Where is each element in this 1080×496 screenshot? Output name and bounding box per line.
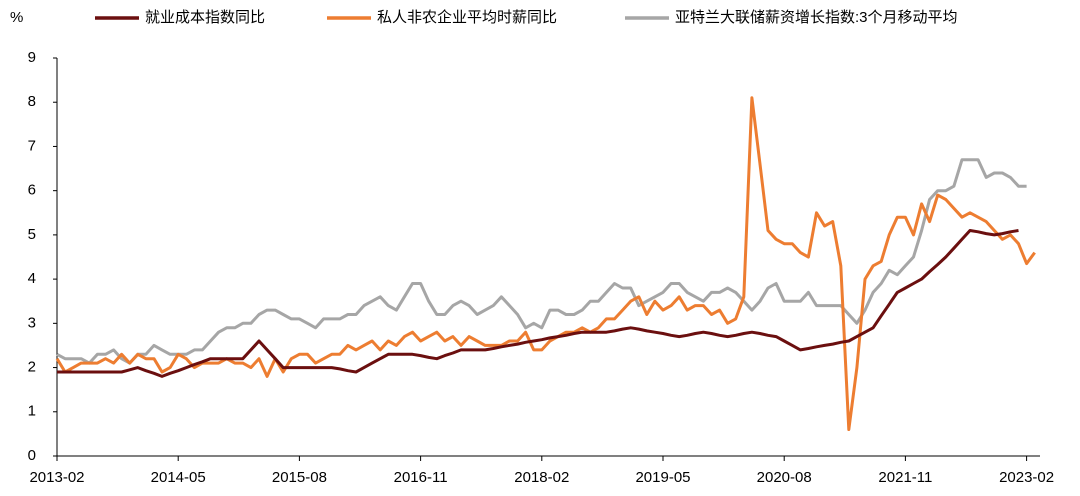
x-tick-label: 2013-02 — [29, 469, 84, 486]
legend-label: 就业成本指数同比 — [145, 9, 265, 26]
y-tick-label: 6 — [28, 182, 36, 199]
series-line — [57, 229, 1019, 378]
y-tick-label: 3 — [28, 314, 36, 331]
series-line — [56, 158, 1027, 365]
y-tick-label: 8 — [28, 93, 36, 110]
x-tick-label: 2016-11 — [394, 469, 448, 486]
y-tick-label: 2 — [28, 359, 36, 376]
x-tick-label: 2018-02 — [514, 469, 569, 486]
x-tick-label: 2020-08 — [757, 469, 812, 486]
y-tick-label: 5 — [28, 226, 36, 243]
y-tick-label: 4 — [28, 270, 36, 287]
x-tick-label: 2014-05 — [151, 469, 206, 486]
x-tick-label: 2019-05 — [635, 469, 690, 486]
y-tick-label: 1 — [28, 403, 36, 420]
x-tick-label: 2021-11 — [878, 469, 932, 486]
x-tick-label: 2023-02 — [999, 469, 1054, 486]
y-tick-label: 9 — [28, 49, 36, 66]
series-line — [55, 96, 1036, 431]
legend-label: 亚特兰大联储薪资增长指数:3个月移动平均 — [675, 9, 958, 26]
y-tick-label: 7 — [28, 137, 36, 154]
y-axis-label: % — [10, 9, 23, 26]
x-tick-label: 2015-08 — [272, 469, 327, 486]
legend-label: 私人非农企业平均时薪同比 — [377, 8, 557, 26]
y-tick-label: 0 — [28, 447, 36, 464]
